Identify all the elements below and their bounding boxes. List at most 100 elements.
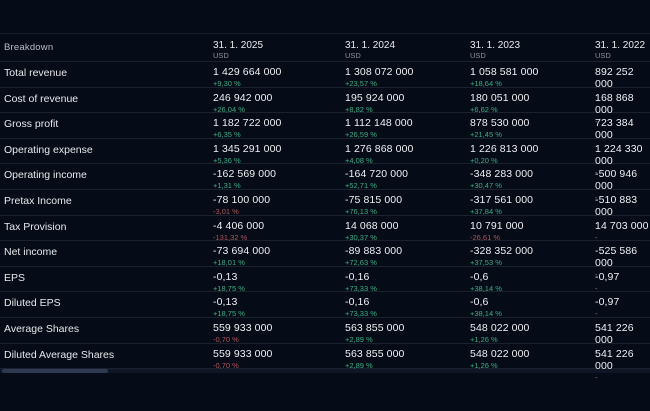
cell-value: -0,13: [213, 270, 238, 283]
column-header-2022: 31. 1. 2022 USD: [595, 34, 650, 61]
cell-value: -525 586 000: [595, 245, 638, 270]
cell-value: -4 406 000: [213, 219, 265, 232]
cell-value: -89 883 000: [345, 245, 403, 258]
cell-change-percent: +52,71 %: [345, 181, 377, 191]
horizontal-scrollbar[interactable]: [0, 369, 650, 373]
table-row: Tax Provision -4 406 000 -131,32 % 14 06…: [0, 216, 650, 242]
table-row: Diluted EPS -0,13 +18,75 % -0,16 +73,33 …: [0, 292, 650, 318]
cell-value: -0,13: [213, 296, 238, 309]
cell-change-percent: +38,14 %: [470, 309, 502, 319]
value-cell: 559 933 000 -0,70 %: [213, 318, 345, 356]
cell-change-percent: -0,70 %: [213, 334, 239, 344]
cell-value: 1 345 291 000: [213, 142, 282, 155]
table-row: Total revenue 1 429 664 000 +9,30 % 1 30…: [0, 62, 650, 100]
value-cell: -525 586 000 -: [595, 241, 650, 279]
cell-change-percent: +26,04 %: [213, 104, 245, 114]
value-cell: -4 406 000 -131,32 %: [213, 216, 345, 242]
table-header-row: Breakdown 31. 1. 2025 USD 31. 1. 2024 US…: [0, 34, 650, 62]
cell-change-percent: +4,08 %: [345, 155, 373, 165]
cell-value: -348 283 000: [470, 168, 534, 181]
cell-change-percent: -: [595, 309, 598, 319]
column-date: 31. 1. 2022: [595, 40, 646, 51]
value-cell: 14 068 000 +30,37 %: [345, 216, 470, 242]
cell-value: 14 703 000: [595, 219, 649, 232]
cell-value: -164 720 000: [345, 168, 409, 181]
cell-value: -0,16: [345, 270, 370, 283]
value-cell: 1 224 330 000 -: [595, 139, 650, 177]
financial-table: Breakdown 31. 1. 2025 USD 31. 1. 2024 US…: [0, 33, 650, 382]
value-cell: 541 226 000 -: [595, 344, 650, 382]
cell-change-percent: +38,14 %: [470, 283, 502, 293]
column-header-2023: 31. 1. 2023 USD: [470, 34, 595, 61]
table-row: Operating expense 1 345 291 000 +5,36 % …: [0, 139, 650, 177]
cell-value: 1 112 148 000: [345, 117, 413, 130]
cell-change-percent: +2,89 %: [345, 334, 373, 344]
table-row: Diluted Average Shares 559 933 000 -0,70…: [0, 344, 650, 382]
value-cell: 1 058 581 000 +18,64 %: [470, 62, 595, 100]
value-cell: -0,6 +38,14 %: [470, 267, 595, 293]
value-cell: 548 022 000 +1,26 %: [470, 344, 595, 382]
table-row: EPS -0,13 +18,75 % -0,16 +73,33 % -0,6 +…: [0, 267, 650, 293]
table-row: Operating income -162 569 000 +1,31 % -1…: [0, 164, 650, 202]
cell-value: 168 868 000: [595, 91, 634, 116]
value-cell: -0,97 -: [595, 292, 650, 318]
row-label: Cost of revenue: [4, 92, 79, 105]
row-label: Gross profit: [4, 118, 59, 131]
cell-value: 878 530 000: [470, 117, 530, 130]
value-cell: 1 429 664 000 +9,30 %: [213, 62, 345, 100]
cell-change-percent: -: [595, 167, 598, 177]
table-row: Pretax Income -78 100 000 -3,01 % -75 81…: [0, 190, 650, 228]
cell-change-percent: +9,30 %: [213, 79, 241, 88]
value-cell: -0,6 +38,14 %: [470, 292, 595, 318]
cell-change-percent: +2,89 %: [345, 360, 373, 370]
cell-value: 548 022 000: [470, 347, 530, 360]
cell-value: 180 051 000: [470, 91, 530, 104]
cell-value: 548 022 000: [470, 321, 530, 334]
value-cell: 563 855 000 +2,89 %: [345, 344, 470, 382]
value-cell: 1 226 813 000 +0,20 %: [470, 139, 595, 177]
value-cell: 548 022 000 +1,26 %: [470, 318, 595, 356]
value-cell: -348 283 000 +30,47 %: [470, 164, 595, 202]
row-label: Total revenue: [4, 67, 68, 79]
cell-value: -510 883 000: [595, 193, 638, 218]
cell-change-percent: -: [595, 372, 598, 382]
value-cell: 10 791 000 -26,61 %: [470, 216, 595, 242]
cell-change-percent: +30,37 %: [345, 232, 377, 242]
cell-change-percent: -: [595, 270, 598, 280]
value-cell: -328 352 000 +37,53 %: [470, 241, 595, 279]
breakdown-header: Breakdown: [4, 42, 54, 53]
cell-value: 892 252 000: [595, 66, 634, 90]
cell-change-percent: +1,26 %: [470, 334, 498, 344]
value-cell: 1 112 148 000 +26,59 %: [345, 113, 470, 151]
value-cell: -0,13 +18,75 %: [213, 292, 345, 318]
column-date: 31. 1. 2024: [345, 40, 396, 51]
value-cell: -78 100 000 -3,01 %: [213, 190, 345, 228]
value-cell: 723 384 000 -: [595, 113, 650, 151]
column-date: 31. 1. 2023: [470, 40, 521, 51]
cell-change-percent: +73,33 %: [345, 283, 377, 293]
table-row: Gross profit 1 182 722 000 +6,35 % 1 112…: [0, 113, 650, 151]
value-cell: -0,16 +73,33 %: [345, 292, 470, 318]
value-cell: -0,16 +73,33 %: [345, 267, 470, 293]
value-cell: 246 942 000 +26,04 %: [213, 88, 345, 126]
cell-change-percent: +18,01 %: [213, 258, 245, 268]
cell-change-percent: +18,75 %: [213, 309, 245, 319]
cell-change-percent: -0,70 %: [213, 360, 239, 370]
cell-change-percent: +8,82 %: [345, 104, 373, 114]
value-cell: 892 252 000 -: [595, 62, 650, 100]
cell-value: -0,97: [595, 270, 620, 283]
cell-change-percent: +6,62 %: [470, 104, 498, 114]
value-cell: 1 276 868 000 +4,08 %: [345, 139, 470, 177]
value-cell: 1 182 722 000 +6,35 %: [213, 113, 345, 151]
value-cell: 14 703 000 -: [595, 216, 650, 242]
row-label: Net income: [4, 246, 58, 259]
cell-change-percent: +76,13 %: [345, 206, 377, 216]
cell-change-percent: +18,75 %: [213, 283, 245, 293]
cell-value: -75 815 000: [345, 193, 403, 206]
column-currency: USD: [213, 51, 229, 60]
scrollbar-thumb[interactable]: [2, 369, 108, 373]
cell-change-percent: +21,45 %: [470, 130, 502, 140]
value-cell: -0,13 +18,75 %: [213, 267, 345, 293]
cell-change-percent: -: [595, 346, 598, 356]
